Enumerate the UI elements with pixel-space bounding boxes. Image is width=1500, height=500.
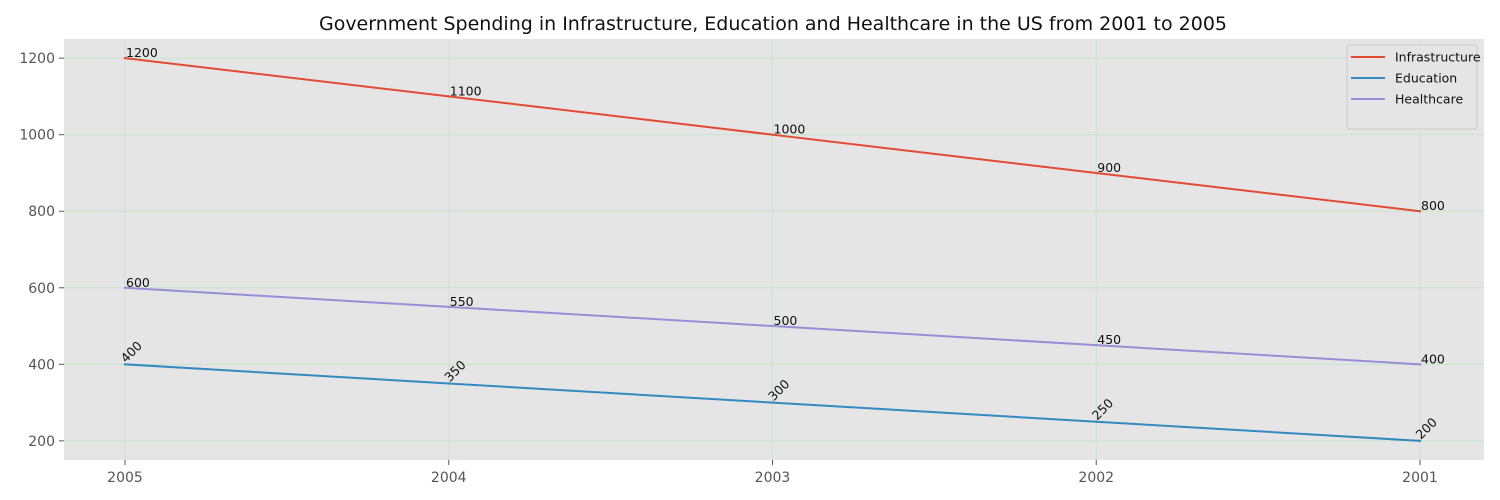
y-tick-label: 400	[28, 357, 55, 373]
data-point	[447, 305, 450, 309]
data-label: 450	[1097, 332, 1121, 347]
data-label: 550	[450, 294, 474, 309]
y-tick-label: 600	[28, 281, 55, 297]
legend-entry-infrastructure: Infrastructure	[1395, 50, 1481, 65]
x-tick-label: 2005	[107, 470, 143, 486]
x-tick-label: 2003	[755, 470, 791, 486]
y-tick-label: 800	[28, 204, 55, 220]
data-point	[123, 363, 127, 366]
grid	[64, 39, 1484, 460]
legend-entry-healthcare: Healthcare	[1395, 92, 1463, 107]
data-point	[771, 133, 774, 136]
data-label: 1200	[126, 45, 158, 60]
data-label: 400	[1421, 351, 1445, 366]
data-point	[1418, 439, 1422, 443]
legend-entry-education: Education	[1395, 71, 1457, 86]
data-point	[123, 56, 127, 60]
x-tick-label: 2001	[1402, 470, 1438, 486]
data-label: 600	[126, 275, 150, 290]
chart-title: Government Spending in Infrastructure, E…	[319, 13, 1227, 35]
series-group	[123, 56, 1422, 443]
data-point	[771, 401, 774, 404]
data-point	[1418, 363, 1422, 366]
data-point	[447, 95, 450, 98]
data-point	[1095, 420, 1098, 423]
x-tick-label: 2002	[1078, 470, 1114, 486]
data-label: 800	[1421, 198, 1445, 213]
data-point	[447, 382, 450, 385]
y-tick-label: 1200	[19, 51, 55, 67]
data-label: 1100	[450, 83, 482, 98]
y-axis: 200 400 600 800 1000 1200	[19, 51, 64, 450]
data-point	[771, 324, 774, 328]
data-label: 900	[1097, 160, 1121, 175]
y-tick-label: 1000	[19, 128, 55, 144]
data-point	[1418, 210, 1422, 213]
legend: Infrastructure Education Healthcare	[1346, 44, 1481, 130]
data-point	[1095, 343, 1098, 347]
data-label: 500	[774, 313, 798, 328]
data-label: 1000	[774, 122, 806, 137]
data-point	[1095, 171, 1098, 175]
legend-box	[1346, 44, 1478, 130]
plot-area	[64, 39, 1484, 460]
x-tick-label: 2004	[431, 470, 467, 486]
data-point	[123, 286, 127, 289]
y-tick-label: 200	[28, 434, 55, 450]
x-axis: 2005 2004 2003 2002 2001	[107, 460, 1438, 486]
